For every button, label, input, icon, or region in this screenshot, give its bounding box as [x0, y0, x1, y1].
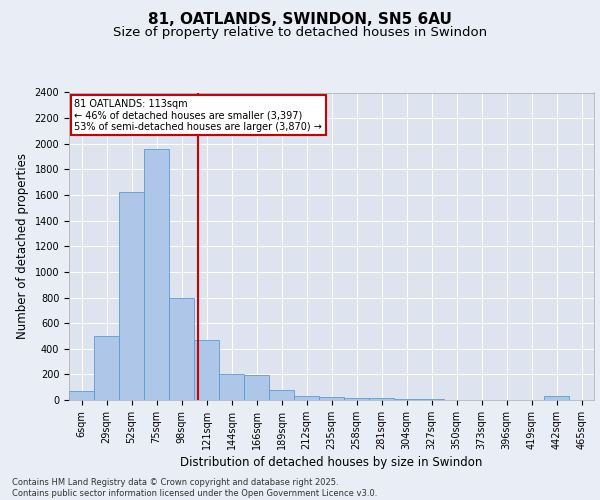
- Bar: [119, 192, 144, 400]
- Bar: [344, 398, 369, 400]
- Bar: [294, 396, 319, 400]
- Text: Contains HM Land Registry data © Crown copyright and database right 2025.
Contai: Contains HM Land Registry data © Crown c…: [12, 478, 377, 498]
- Bar: [269, 390, 294, 400]
- X-axis label: Distribution of detached houses by size in Swindon: Distribution of detached houses by size …: [181, 456, 482, 469]
- Bar: [544, 396, 569, 400]
- Bar: [219, 374, 244, 400]
- Bar: [94, 336, 119, 400]
- Bar: [369, 398, 394, 400]
- Y-axis label: Number of detached properties: Number of detached properties: [16, 153, 29, 339]
- Bar: [194, 340, 219, 400]
- Bar: [244, 375, 269, 400]
- Bar: [69, 391, 94, 400]
- Text: Size of property relative to detached houses in Swindon: Size of property relative to detached ho…: [113, 26, 487, 39]
- Bar: [144, 149, 169, 400]
- Text: 81 OATLANDS: 113sqm
← 46% of detached houses are smaller (3,397)
53% of semi-det: 81 OATLANDS: 113sqm ← 46% of detached ho…: [74, 98, 322, 132]
- Text: 81, OATLANDS, SWINDON, SN5 6AU: 81, OATLANDS, SWINDON, SN5 6AU: [148, 12, 452, 28]
- Bar: [169, 298, 194, 400]
- Bar: [394, 399, 419, 400]
- Bar: [319, 397, 344, 400]
